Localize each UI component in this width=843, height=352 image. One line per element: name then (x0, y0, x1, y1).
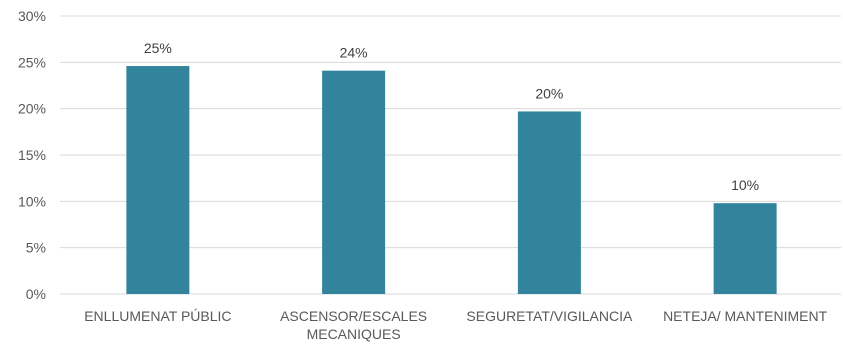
data-label: 24% (340, 45, 368, 61)
bar (322, 70, 386, 294)
bar (517, 111, 581, 295)
data-label: 10% (731, 177, 759, 193)
y-tick-label: 5% (26, 240, 46, 256)
y-tick-label: 10% (18, 193, 46, 209)
x-tick-label-line: NETEJA/ MANTENIMENT (663, 308, 828, 324)
x-tick-label: NETEJA/ MANTENIMENT (663, 308, 828, 324)
x-tick-label-line: ASCENSOR/ESCALES (280, 308, 427, 324)
x-axis-ticks: ENLLUMENAT PÚBLIC ASCENSOR/ESCALES MECANIQ… (84, 308, 827, 342)
gridlines (60, 15, 841, 295)
y-axis-ticks: 0% 5% 10% 15% 20% 25% 30% (18, 8, 46, 302)
x-tick-label-line: SEGURETAT/VIGILANCIA (466, 308, 633, 324)
bar (713, 203, 777, 294)
x-tick-label-line: ENLLUMENAT PÚBLIC (84, 308, 231, 324)
data-label: 25% (144, 40, 172, 56)
y-tick-label: 0% (26, 286, 46, 302)
x-tick-label: ENLLUMENAT PÚBLIC (84, 308, 231, 324)
data-label: 20% (535, 85, 563, 101)
y-tick-label: 20% (18, 101, 46, 117)
bar (126, 66, 190, 294)
y-tick-label: 15% (18, 147, 46, 163)
bars (126, 66, 777, 295)
x-tick-label-line: MECANIQUES (307, 326, 401, 342)
x-tick-label: ASCENSOR/ESCALES MECANIQUES (280, 308, 427, 342)
x-tick-label: SEGURETAT/VIGILANCIA (466, 308, 633, 324)
y-tick-label: 25% (18, 54, 46, 70)
y-tick-label: 30% (18, 8, 46, 24)
data-labels: 25% 24% 20% 10% (144, 40, 759, 193)
